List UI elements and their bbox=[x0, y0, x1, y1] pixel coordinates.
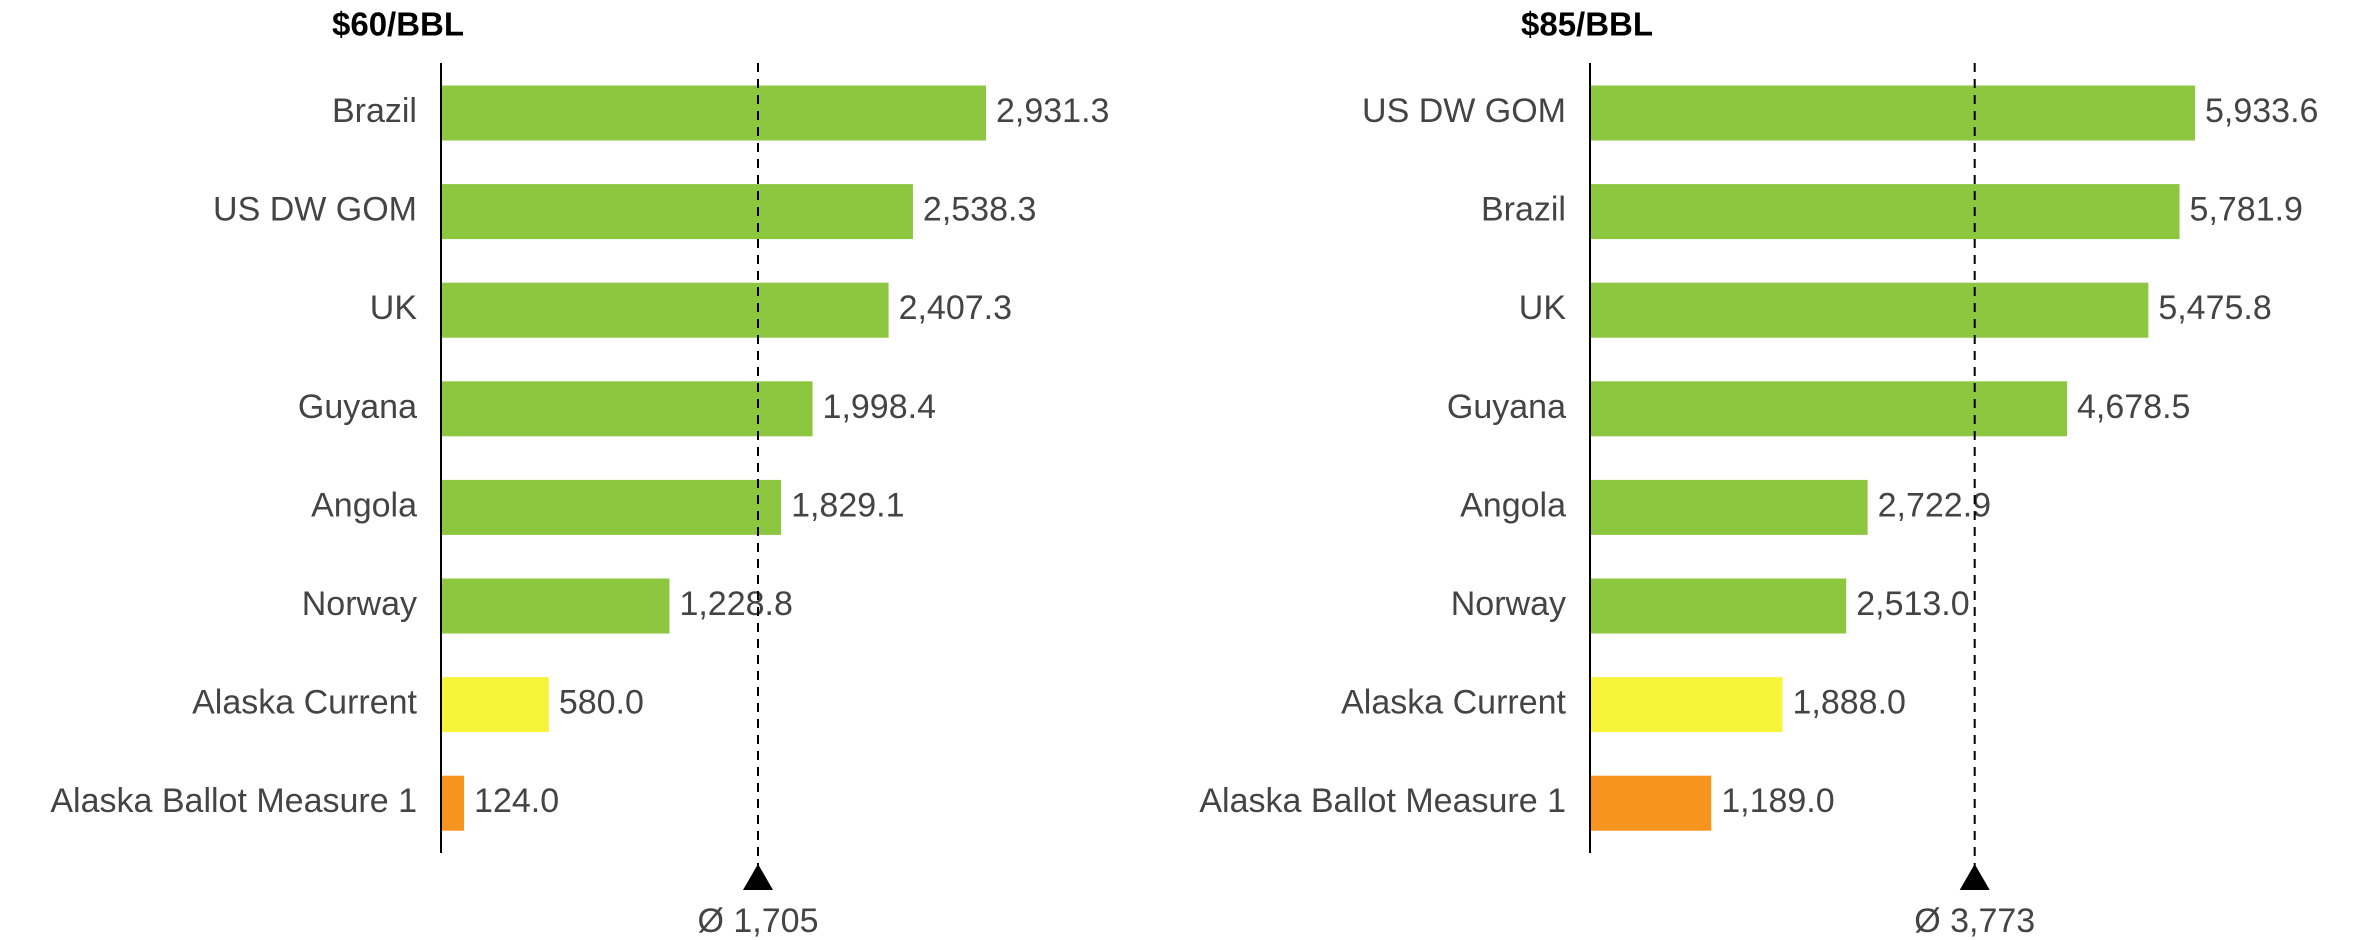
value-label: 4,678.5 bbox=[2077, 388, 2190, 426]
value-label: 1,228.8 bbox=[679, 585, 792, 623]
category-label: UK bbox=[1519, 289, 1567, 327]
category-label: Norway bbox=[302, 585, 417, 623]
category-label: Alaska Current bbox=[1341, 684, 1566, 722]
value-label: 2,538.3 bbox=[923, 191, 1036, 229]
bar bbox=[441, 775, 465, 831]
value-label: 1,189.0 bbox=[1721, 782, 1834, 820]
bar bbox=[1590, 184, 2180, 240]
value-label: 580.0 bbox=[559, 684, 644, 722]
value-label: 124.0 bbox=[474, 782, 559, 820]
bar bbox=[1590, 282, 2149, 338]
category-label: Alaska Current bbox=[192, 684, 417, 722]
value-label: 5,933.6 bbox=[2205, 92, 2318, 130]
value-label: 1,829.1 bbox=[791, 486, 904, 524]
bar bbox=[441, 85, 986, 141]
category-label: US DW GOM bbox=[213, 191, 417, 229]
chart-title: $85/BBL bbox=[1521, 6, 1653, 43]
bar bbox=[1590, 677, 1783, 733]
category-label: Brazil bbox=[332, 92, 417, 130]
bar bbox=[441, 677, 549, 733]
chart-title: $60/BBL bbox=[332, 6, 464, 43]
average-marker bbox=[1959, 864, 1990, 890]
bar bbox=[441, 184, 913, 240]
category-label: Guyana bbox=[298, 388, 417, 426]
bar bbox=[1590, 381, 2068, 437]
category-label: Guyana bbox=[1447, 388, 1566, 426]
category-label: Alaska Ballot Measure 1 bbox=[50, 782, 417, 820]
average-label: Ø 3,773 bbox=[1914, 902, 2035, 940]
bar bbox=[1590, 85, 2195, 141]
value-label: 2,407.3 bbox=[899, 289, 1012, 327]
bar bbox=[1590, 775, 1712, 831]
value-label: 5,781.9 bbox=[2190, 191, 2303, 229]
category-label: Brazil bbox=[1481, 191, 1566, 229]
bar bbox=[441, 479, 782, 535]
category-label: Norway bbox=[1451, 585, 1566, 623]
average-marker bbox=[743, 864, 774, 890]
bar bbox=[441, 578, 670, 634]
bar bbox=[1590, 578, 1847, 634]
category-label: Angola bbox=[1460, 486, 1566, 524]
category-label: US DW GOM bbox=[1362, 92, 1566, 130]
value-label: 2,722.9 bbox=[1878, 486, 1991, 524]
bar bbox=[441, 282, 889, 338]
value-label: 2,931.3 bbox=[996, 92, 1109, 130]
average-label: Ø 1,705 bbox=[698, 902, 819, 940]
value-label: 5,475.8 bbox=[2158, 289, 2271, 327]
value-label: 2,513.0 bbox=[1856, 585, 1969, 623]
value-label: 1,998.4 bbox=[823, 388, 936, 426]
value-label: 1,888.0 bbox=[1793, 684, 1906, 722]
bar bbox=[1590, 479, 1868, 535]
category-label: Alaska Ballot Measure 1 bbox=[1199, 782, 1566, 820]
bar bbox=[441, 381, 813, 437]
category-label: UK bbox=[370, 289, 418, 327]
category-label: Angola bbox=[311, 486, 417, 524]
